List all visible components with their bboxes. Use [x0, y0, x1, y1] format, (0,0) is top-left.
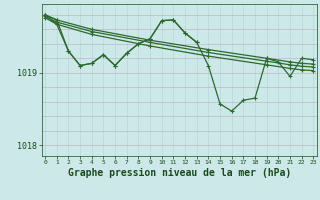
X-axis label: Graphe pression niveau de la mer (hPa): Graphe pression niveau de la mer (hPa): [68, 168, 291, 178]
